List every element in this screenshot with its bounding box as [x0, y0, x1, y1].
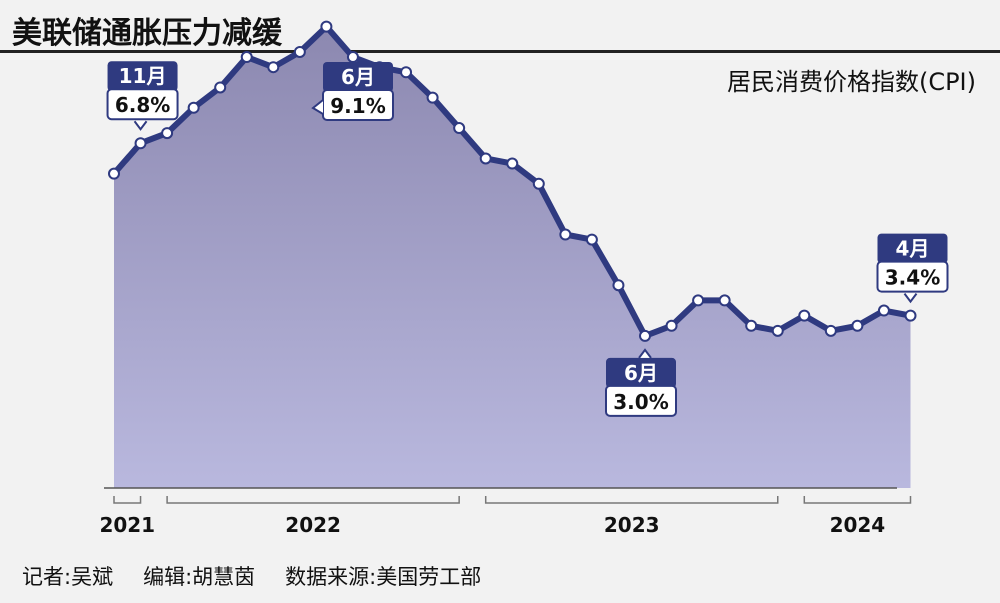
- callout-pointer: [311, 99, 324, 115]
- year-label: 2021: [99, 513, 155, 537]
- callout-body: [106, 88, 179, 121]
- callout-value: 9.1%: [330, 94, 385, 118]
- reporter-credit: 记者:吴斌: [22, 565, 114, 589]
- data-point: [718, 294, 731, 307]
- callout: 4月 3.4%: [876, 233, 949, 304]
- data-point: [320, 20, 333, 33]
- data-point: [532, 177, 545, 190]
- data-point: [426, 91, 439, 104]
- year-label: 2023: [604, 513, 660, 537]
- data-point: [506, 157, 519, 170]
- callout-pointer: [638, 348, 652, 359]
- callout-header: [323, 62, 393, 92]
- year-bracket: [166, 496, 460, 504]
- data-point: [559, 228, 572, 241]
- data-point: [161, 127, 174, 140]
- year-bracket: [484, 496, 779, 504]
- editor-credit: 编辑:胡慧茵: [143, 565, 256, 589]
- data-point: [798, 309, 811, 322]
- callout: 11月 6.8%: [106, 61, 179, 131]
- data-point: [639, 329, 651, 342]
- data-point: [240, 51, 253, 64]
- data-point: [612, 279, 625, 292]
- data-point: [187, 101, 200, 114]
- title-divider: [0, 50, 1000, 53]
- year-label: 2024: [830, 513, 886, 537]
- source-credit: 数据来源:美国劳工部: [285, 565, 482, 589]
- data-point: [267, 61, 280, 74]
- year-bracket: [803, 496, 912, 504]
- data-point: [479, 152, 492, 165]
- callout-month: 4月: [896, 237, 930, 261]
- year-label: 2022: [285, 513, 341, 537]
- year-bracket: [113, 496, 142, 504]
- data-point: [214, 81, 227, 94]
- data-point: [585, 233, 598, 246]
- callout-value: 3.0%: [613, 390, 668, 414]
- callout-body: [605, 384, 677, 417]
- data-point: [400, 66, 413, 79]
- callout-pointer: [133, 120, 148, 131]
- callout: 6月 9.1%: [311, 62, 394, 121]
- chart-title: 美联储通胀压力减缓: [12, 16, 282, 51]
- callout-value: 3.4%: [885, 266, 940, 290]
- data-point: [134, 137, 147, 150]
- cpi-area-fill: [114, 26, 911, 488]
- callout-month: 11月: [119, 64, 167, 88]
- data-point: [692, 294, 705, 307]
- callout-pointer: [903, 293, 918, 304]
- data-point: [665, 319, 678, 332]
- callout-body: [876, 260, 949, 293]
- data-point: [877, 304, 890, 317]
- data-point: [771, 324, 784, 337]
- data-point: [108, 167, 120, 180]
- data-point: [904, 309, 917, 322]
- callout-month: 6月: [341, 65, 375, 89]
- callout: 6月 3.0%: [605, 348, 677, 417]
- callout-header: [877, 233, 948, 264]
- chart-subtitle: 居民消费价格指数(CPI): [726, 68, 976, 96]
- callout-header: [107, 61, 178, 92]
- callout-value: 6.8%: [115, 93, 170, 117]
- data-point: [453, 122, 466, 135]
- data-point: [851, 319, 864, 332]
- data-point: [824, 324, 837, 337]
- callout-month: 6月: [624, 361, 658, 385]
- credits: 记者:吴斌 编辑:胡慧茵 数据来源:美国劳工部: [22, 561, 511, 591]
- data-point: [346, 51, 359, 64]
- data-point: [745, 319, 758, 332]
- data-point: [293, 45, 306, 58]
- callout-header: [606, 357, 676, 388]
